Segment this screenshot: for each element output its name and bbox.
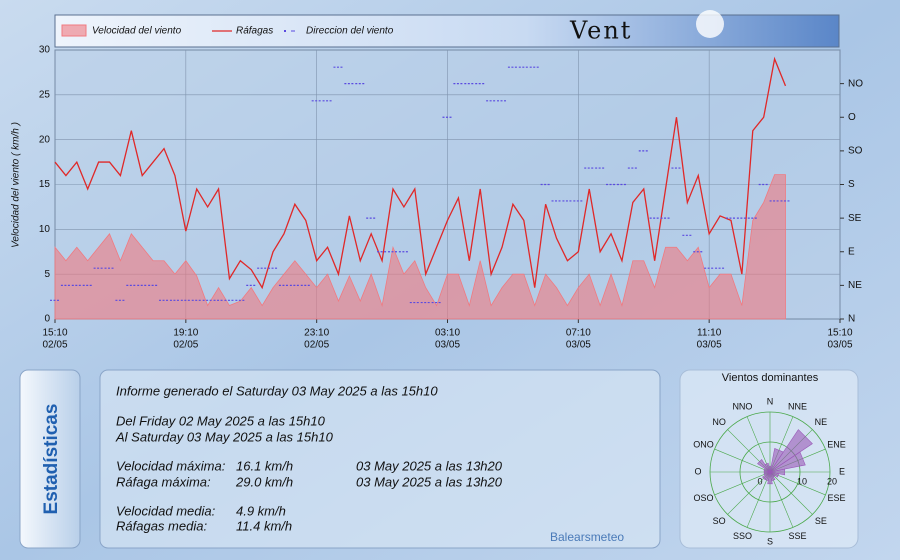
rose-spoke xyxy=(746,471,771,528)
rose-spoke xyxy=(746,416,771,473)
rose-dir-label: SO xyxy=(713,516,726,526)
y-tick-label: 10 xyxy=(39,224,51,235)
rose-panel xyxy=(679,369,859,549)
sun-decor xyxy=(696,10,724,38)
stat-date: 03 May 2025 a las 13h20 xyxy=(356,474,503,489)
legend-swatch xyxy=(61,24,87,37)
y2-tick-label: NE xyxy=(848,280,862,291)
stat-label: Velocidad media: xyxy=(116,503,216,518)
rose-dir-label: S xyxy=(767,536,773,546)
stat-value: 16.1 km/h xyxy=(236,458,293,473)
y-tick-label: 15 xyxy=(39,179,51,190)
x-tick-label: 11:10 xyxy=(697,328,722,339)
rose-dir-label: E xyxy=(839,466,845,476)
y-tick-label: 20 xyxy=(39,134,51,145)
rose-spoke xyxy=(769,471,813,515)
rose-dir-label: SE xyxy=(815,516,827,526)
stats-tab-label: Estadísticas xyxy=(41,404,62,515)
gust-line xyxy=(54,56,787,290)
y-axis-label: Velocidad del viento ( km/h ) xyxy=(11,122,22,248)
stats-from: Del Friday 02 May 2025 a las 15h10 xyxy=(116,413,326,428)
rose-dir-label: SSE xyxy=(789,531,807,541)
rose-tick-label: 0 xyxy=(757,476,762,486)
chart-title: Vent xyxy=(569,17,632,45)
x-tick-label: 23:10 xyxy=(304,328,329,339)
x-tick-label: 02/05 xyxy=(304,340,329,351)
y-tick-label: 25 xyxy=(39,89,51,100)
y2-tick-label: SE xyxy=(848,213,862,224)
y2-tick-label: SO xyxy=(848,146,863,157)
x-tick-label: 02/05 xyxy=(42,340,67,351)
x-tick-label: 03:10 xyxy=(435,328,460,339)
x-tick-label: 19:10 xyxy=(173,328,198,339)
legend-label: Ráfagas xyxy=(236,26,273,37)
stat-label: Ráfagas media: xyxy=(116,518,207,533)
y-tick-label: 0 xyxy=(44,314,50,325)
rose-spoke xyxy=(727,471,771,515)
rose-dir-label: SSO xyxy=(733,531,752,541)
y-tick-label: 30 xyxy=(39,45,51,56)
x-tick-label: 03/05 xyxy=(435,340,460,351)
x-tick-label: 15:10 xyxy=(827,328,852,339)
x-tick-label: 03/05 xyxy=(827,340,852,351)
stats-generated: Informe generado el Saturday 03 May 2025… xyxy=(116,383,438,398)
rose-dir-label: NE xyxy=(815,417,828,427)
x-tick-label: 07:10 xyxy=(566,328,591,339)
legend-swatch xyxy=(284,30,286,32)
rose-dir-label: NNE xyxy=(788,402,807,412)
stat-value: 29.0 km/h xyxy=(235,474,293,489)
rose-dir-label: OSO xyxy=(693,493,713,503)
y2-tick-label: NO xyxy=(848,78,863,89)
y2-tick-label: S xyxy=(848,179,855,190)
stat-date: 03 May 2025 a las 13h20 xyxy=(356,458,503,473)
x-tick-label: 03/05 xyxy=(697,340,722,351)
rose-dir-label: NO xyxy=(712,417,726,427)
rose-dir-label: N xyxy=(767,396,774,406)
rose-dir-label: ONO xyxy=(693,440,714,450)
y-tick-label: 5 xyxy=(44,269,50,280)
speed-area xyxy=(54,174,786,320)
stats-panel xyxy=(99,369,661,549)
stat-label: Ráfaga máxima: xyxy=(116,474,211,489)
rose-spoke xyxy=(769,471,794,528)
y2-tick-label: N xyxy=(848,314,855,325)
chart-layer: 05101520253015:1002/0519:1002/0523:1002/… xyxy=(39,24,863,546)
rose-spoke xyxy=(714,471,771,496)
x-tick-label: 03/05 xyxy=(566,340,591,351)
rose-spoke xyxy=(769,471,826,496)
x-tick-label: 15:10 xyxy=(42,328,67,339)
x-tick-label: 02/05 xyxy=(173,340,198,351)
rose-title: Vientos dominantes xyxy=(722,372,819,384)
rose-spoke xyxy=(714,448,771,473)
rose-dir-label: O xyxy=(694,466,701,476)
stats-tab xyxy=(19,369,81,549)
rose-sector xyxy=(769,451,806,473)
rose-tick-label: 20 xyxy=(827,476,837,486)
rose-dir-label: NNO xyxy=(732,402,752,412)
rose-tick-label: 10 xyxy=(797,476,807,486)
legend-label: Velocidad del viento xyxy=(92,26,182,37)
y2-tick-label: O xyxy=(848,112,856,123)
rose-dir-label: ENE xyxy=(827,440,846,450)
credit: Balearsmeteo xyxy=(550,530,624,544)
stat-value: 11.4 km/h xyxy=(236,518,292,533)
stat-label: Velocidad máxima: xyxy=(116,458,226,473)
rose-dir-label: ESE xyxy=(828,493,846,503)
stat-value: 4.9 km/h xyxy=(236,503,286,518)
rose-sector xyxy=(764,462,771,473)
stats-to: Al Saturday 03 May 2025 a las 15h10 xyxy=(115,429,334,444)
y2-tick-label: E xyxy=(848,246,855,257)
legend-label: Direccion del viento xyxy=(306,26,394,37)
